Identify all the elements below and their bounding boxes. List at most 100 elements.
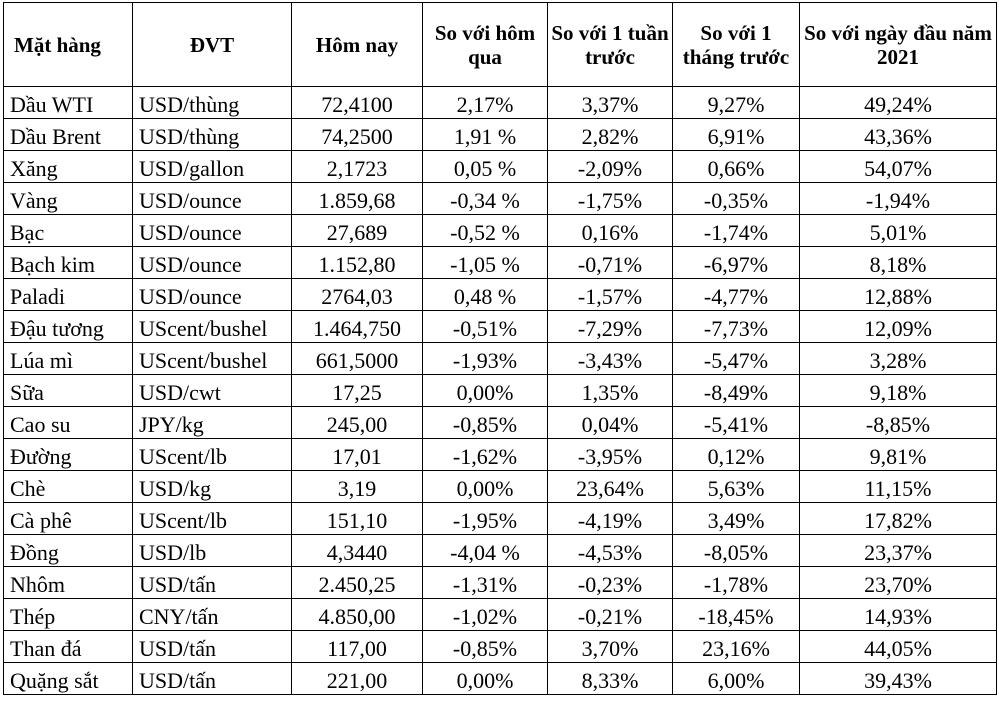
- price-today: 117,00: [291, 630, 423, 663]
- commodity-name: Sữa: [3, 374, 133, 407]
- change-vs-month: 6,91%: [672, 118, 800, 151]
- unit: USD/tấn: [132, 630, 292, 663]
- change-vs-week: -0,23%: [547, 566, 673, 599]
- unit: USD/ounce: [132, 182, 292, 215]
- table-row: Chè USD/kg 3,19 0,00% 23,64% 5,63% 11,15%: [3, 470, 997, 503]
- change-vs-year-start: 43,36%: [799, 118, 997, 151]
- header-commodity: Mặt hàng: [3, 2, 133, 87]
- header-vs-yesterday: So với hôm qua: [422, 2, 548, 87]
- unit: USD/thùng: [132, 118, 292, 151]
- change-vs-year-start: 23,37%: [799, 534, 997, 567]
- table-row: Dầu Brent USD/thùng 74,2500 1,91 % 2,82% 6,91…: [3, 118, 997, 151]
- header-today: Hôm nay: [291, 2, 423, 87]
- change-vs-yesterday: -1,02%: [422, 598, 548, 631]
- change-vs-week: -4,19%: [547, 502, 673, 535]
- change-vs-month: -18,45%: [672, 598, 800, 631]
- change-vs-year-start: 12,88%: [799, 278, 997, 311]
- change-vs-week: -0,71%: [547, 246, 673, 279]
- change-vs-month: -6,97%: [672, 246, 800, 279]
- commodity-name: Lúa mì: [3, 342, 133, 375]
- header-unit: ĐVT: [132, 2, 292, 87]
- commodity-name: Nhôm: [3, 566, 133, 599]
- price-today: 4,3440: [291, 534, 423, 567]
- change-vs-yesterday: -0,51%: [422, 310, 548, 343]
- commodity-name: Cà phê: [3, 502, 133, 535]
- unit: JPY/kg: [132, 406, 292, 439]
- table-row: Sữa USD/cwt 17,25 0,00% 1,35% -8,49% 9,18%: [3, 374, 997, 407]
- price-today: 1.859,68: [291, 182, 423, 215]
- price-today: 4.850,00: [291, 598, 423, 631]
- price-today: 245,00: [291, 406, 423, 439]
- change-vs-year-start: 9,18%: [799, 374, 997, 407]
- change-vs-yesterday: -1,62%: [422, 438, 548, 471]
- unit: UScent/lb: [132, 502, 292, 535]
- change-vs-year-start: 9,81%: [799, 438, 997, 471]
- commodity-name: Đậu tương: [3, 310, 133, 343]
- change-vs-month: -1,78%: [672, 566, 800, 599]
- commodity-name: Đường: [3, 438, 133, 471]
- change-vs-yesterday: 2,17%: [422, 86, 548, 119]
- change-vs-year-start: 49,24%: [799, 86, 997, 119]
- price-today: 74,2500: [291, 118, 423, 151]
- unit: USD/ounce: [132, 214, 292, 247]
- price-today: 2.450,25: [291, 566, 423, 599]
- change-vs-week: 0,04%: [547, 406, 673, 439]
- commodity-name: Bạch kim: [3, 246, 133, 279]
- table-row: Quặng sắt USD/tấn 221,00 0,00% 8,33% 6,00% 39,…: [3, 662, 997, 695]
- change-vs-month: 3,49%: [672, 502, 800, 535]
- unit: USD/tấn: [132, 662, 292, 695]
- change-vs-yesterday: 0,05 %: [422, 150, 548, 183]
- table-row: Lúa mì UScent/bushel 661,5000 -1,93% -3,43% -…: [3, 342, 997, 375]
- table-row: Cao su JPY/kg 245,00 -0,85% 0,04% -5,41% -8,85…: [3, 406, 997, 439]
- price-today: 3,19: [291, 470, 423, 503]
- change-vs-week: -4,53%: [547, 534, 673, 567]
- commodity-name: Paladi: [3, 278, 133, 311]
- header-vs-month: So với 1 tháng trước: [672, 2, 800, 87]
- unit: USD/ounce: [132, 246, 292, 279]
- change-vs-week: -1,75%: [547, 182, 673, 215]
- change-vs-yesterday: -0,34 %: [422, 182, 548, 215]
- change-vs-year-start: 8,18%: [799, 246, 997, 279]
- change-vs-yesterday: -1,31%: [422, 566, 548, 599]
- change-vs-yesterday: -0,85%: [422, 406, 548, 439]
- change-vs-month: -0,35%: [672, 182, 800, 215]
- price-today: 221,00: [291, 662, 423, 695]
- change-vs-week: 23,64%: [547, 470, 673, 503]
- change-vs-yesterday: 0,48 %: [422, 278, 548, 311]
- commodity-name: Đồng: [3, 534, 133, 567]
- change-vs-week: 8,33%: [547, 662, 673, 695]
- change-vs-week: 0,16%: [547, 214, 673, 247]
- change-vs-yesterday: -1,93%: [422, 342, 548, 375]
- commodity-name: Bạc: [3, 214, 133, 247]
- commodity-name: Vàng: [3, 182, 133, 215]
- price-today: 2764,03: [291, 278, 423, 311]
- change-vs-year-start: 5,01%: [799, 214, 997, 247]
- change-vs-year-start: 12,09%: [799, 310, 997, 343]
- commodity-name: Quặng sắt: [3, 662, 133, 695]
- change-vs-week: 1,35%: [547, 374, 673, 407]
- unit: UScent/lb: [132, 438, 292, 471]
- unit: USD/gallon: [132, 150, 292, 183]
- change-vs-year-start: 17,82%: [799, 502, 997, 535]
- price-today: 1.152,80: [291, 246, 423, 279]
- unit: USD/ounce: [132, 278, 292, 311]
- change-vs-yesterday: 1,91 %: [422, 118, 548, 151]
- change-vs-month: 5,63%: [672, 470, 800, 503]
- change-vs-month: 6,00%: [672, 662, 800, 695]
- table-row: Than đá USD/tấn 117,00 -0,85% 3,70% 23,16% 44,…: [3, 630, 997, 663]
- change-vs-yesterday: -1,95%: [422, 502, 548, 535]
- table-row: Đậu tương UScent/bushel 1.464,750 -0,51% -7,…: [3, 310, 997, 343]
- table-body: Dầu WTI USD/thùng 72,4100 2,17% 3,37% 9,27% 49…: [3, 86, 997, 695]
- unit: UScent/bushel: [132, 342, 292, 375]
- price-today: 72,4100: [291, 86, 423, 119]
- change-vs-week: -1,57%: [547, 278, 673, 311]
- change-vs-yesterday: -4,04 %: [422, 534, 548, 567]
- commodity-name: Chè: [3, 470, 133, 503]
- change-vs-year-start: 39,43%: [799, 662, 997, 695]
- change-vs-month: -8,49%: [672, 374, 800, 407]
- table-row: Dầu WTI USD/thùng 72,4100 2,17% 3,37% 9,27% 49…: [3, 86, 997, 119]
- table-row: Đường UScent/lb 17,01 -1,62% -3,95% 0,12% 9,81…: [3, 438, 997, 471]
- change-vs-month: -5,41%: [672, 406, 800, 439]
- table-row: Xăng USD/gallon 2,1723 0,05 % -2,09% 0,66% 54,…: [3, 150, 997, 183]
- unit: USD/thùng: [132, 86, 292, 119]
